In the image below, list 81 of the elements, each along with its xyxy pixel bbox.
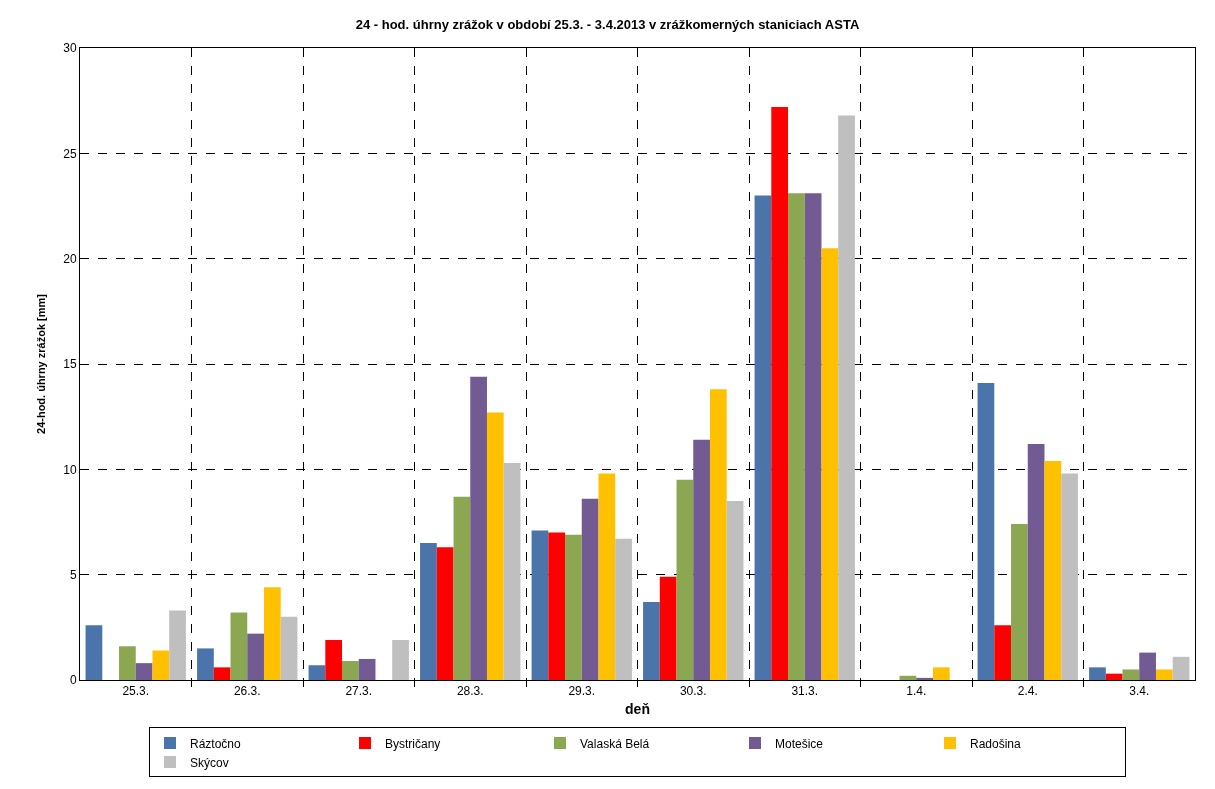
- bar: [932, 667, 950, 680]
- bar: [453, 496, 471, 680]
- bar: [169, 610, 186, 680]
- bar: [821, 248, 839, 680]
- bar: [436, 547, 454, 680]
- bar: [325, 639, 343, 680]
- bar: [1172, 656, 1190, 680]
- bar: [916, 677, 933, 680]
- bar: [486, 412, 504, 680]
- bar: [659, 576, 677, 680]
- x-tick-label: 29.3.: [568, 684, 596, 699]
- x-tick-label: 31.3.: [791, 684, 819, 699]
- chart-title: 24 - hod. úhrny zrážok v období 25.3. - 3.4.2013 v zrážkomerných staniciach ASTA: [355, 16, 860, 32]
- y-axis-title: 24-hod. úhrny zrážok [mm]: [34, 293, 47, 434]
- y-tick-label: 15: [63, 357, 77, 372]
- legend-label: Ráztočno: [190, 736, 242, 751]
- bar: [247, 633, 264, 680]
- y-tick-label: 0: [69, 673, 77, 688]
- x-tick-label: 1.4.: [906, 684, 927, 699]
- bar: [213, 667, 231, 680]
- y-tick-label: 25: [63, 146, 77, 161]
- bar: [643, 602, 660, 680]
- bar: [615, 538, 632, 680]
- bar: [754, 195, 772, 680]
- bar: [1027, 444, 1045, 680]
- x-axis-title: deň: [625, 700, 650, 717]
- x-tick-label: 25.3.: [122, 684, 150, 699]
- y-tick-label: 30: [63, 41, 77, 56]
- bar: [358, 658, 376, 680]
- bar: [771, 106, 789, 680]
- x-tick-label: 30.3.: [679, 684, 707, 699]
- y-tick-label: 10: [63, 462, 77, 477]
- bar: [280, 616, 298, 680]
- x-tick-label: 2.4.: [1017, 684, 1038, 699]
- bar: [565, 534, 582, 680]
- bar: [804, 193, 822, 680]
- bar: [977, 382, 995, 680]
- bar: [531, 530, 549, 680]
- bar: [1044, 460, 1062, 680]
- bar: [263, 587, 281, 680]
- bar: [503, 463, 521, 680]
- bar: [119, 646, 136, 680]
- bar: [581, 498, 599, 680]
- bar: [1061, 473, 1078, 680]
- y-tick-label: 5: [69, 567, 77, 582]
- bar: [342, 661, 359, 680]
- bar: [197, 648, 214, 680]
- bar: [230, 612, 248, 680]
- bar: [1122, 669, 1140, 680]
- bar: [548, 532, 566, 680]
- bar: [1139, 652, 1156, 680]
- bar: [899, 675, 917, 680]
- x-tick-label: 28.3.: [456, 684, 484, 699]
- bar: [1105, 673, 1123, 680]
- bar: [709, 389, 727, 680]
- legend-label: Motešice: [775, 736, 824, 751]
- bar: [598, 473, 616, 680]
- legend-label: Valaská Belá: [580, 736, 650, 751]
- bar: [838, 115, 855, 680]
- bar: [726, 500, 744, 680]
- bar: [1089, 667, 1106, 680]
- bar: [152, 650, 170, 680]
- legend-label: Skýcov: [190, 755, 229, 770]
- bar: [676, 479, 694, 680]
- legend-label: Radošina: [970, 736, 1022, 751]
- bar: [994, 625, 1012, 680]
- legend-label: Bystričany: [385, 736, 441, 751]
- bar: [85, 625, 103, 680]
- bar: [308, 665, 326, 680]
- x-tick-label: 3.4.: [1129, 684, 1150, 699]
- bar: [420, 543, 437, 680]
- bar: [693, 439, 710, 680]
- y-tick-label: 20: [63, 251, 77, 266]
- bar: [1011, 524, 1028, 680]
- bar: [135, 663, 153, 680]
- bar: [1155, 669, 1173, 680]
- x-tick-label: 27.3.: [345, 684, 373, 699]
- bar: [392, 639, 409, 680]
- bar: [788, 193, 805, 680]
- x-tick-label: 26.3.: [233, 684, 261, 699]
- bar: [470, 376, 487, 680]
